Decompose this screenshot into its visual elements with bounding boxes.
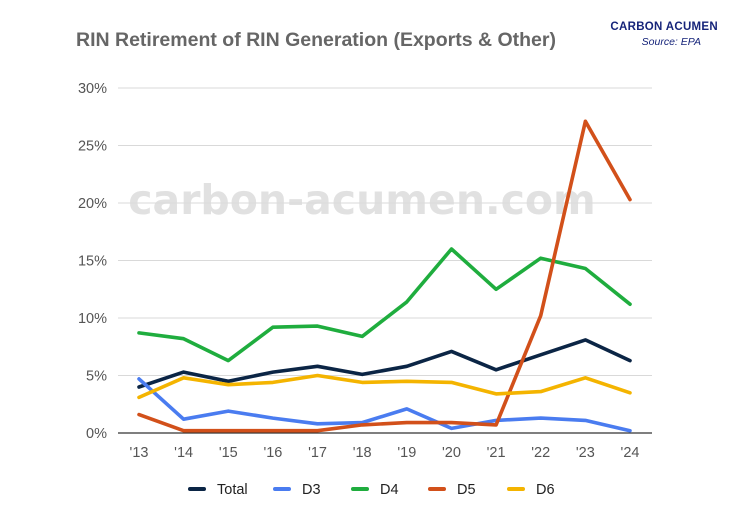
x-tick-label: '20 <box>442 445 461 461</box>
x-axis-ticks: '13 '14 '15 '16 '17 '18 '19 '20 '21 '22 '23 '24 <box>130 445 640 461</box>
x-tick-label: '14 <box>174 445 193 461</box>
y-axis-ticks: 0% 5% 10% 15% 20% 25% 30% <box>78 81 107 442</box>
series-line-total <box>137 338 632 389</box>
legend-label-total: Total <box>217 482 248 498</box>
x-tick-label: '18 <box>353 445 372 461</box>
source-note: Source: EPA <box>642 36 701 48</box>
x-tick-label: '13 <box>130 445 149 461</box>
y-tick-label: 15% <box>78 254 107 270</box>
legend: Total D3 D4 D5 D6 <box>188 482 555 498</box>
x-tick-label: '23 <box>576 445 595 461</box>
y-tick-label: 5% <box>86 369 107 385</box>
series-line-d4 <box>137 247 632 363</box>
x-tick-label: '17 <box>308 445 327 461</box>
chart-title: RIN Retirement of RIN Generation (Export… <box>76 29 556 51</box>
legend-label-d4: D4 <box>380 482 399 498</box>
series-line-d6 <box>137 373 632 400</box>
legend-label-d3: D3 <box>302 482 321 498</box>
series-line-d3 <box>137 377 632 433</box>
x-tick-label: '16 <box>263 445 282 461</box>
y-tick-label: 25% <box>78 139 107 155</box>
y-tick-label: 20% <box>78 196 107 212</box>
series-line-d5 <box>137 119 632 433</box>
x-tick-label: '24 <box>621 445 640 461</box>
y-tick-label: 30% <box>78 81 107 97</box>
x-tick-label: '22 <box>531 445 550 461</box>
y-tick-label: 10% <box>78 311 107 327</box>
watermark: carbon-acumen.com <box>128 176 596 224</box>
x-tick-label: '19 <box>397 445 416 461</box>
x-tick-label: '21 <box>487 445 506 461</box>
brand-logo-text: CARBON ACUMEN <box>610 21 718 33</box>
x-tick-label: '15 <box>219 445 238 461</box>
legend-label-d5: D5 <box>457 482 476 498</box>
y-tick-label: 0% <box>86 426 107 442</box>
legend-label-d6: D6 <box>536 482 555 498</box>
series-lines <box>137 119 632 433</box>
